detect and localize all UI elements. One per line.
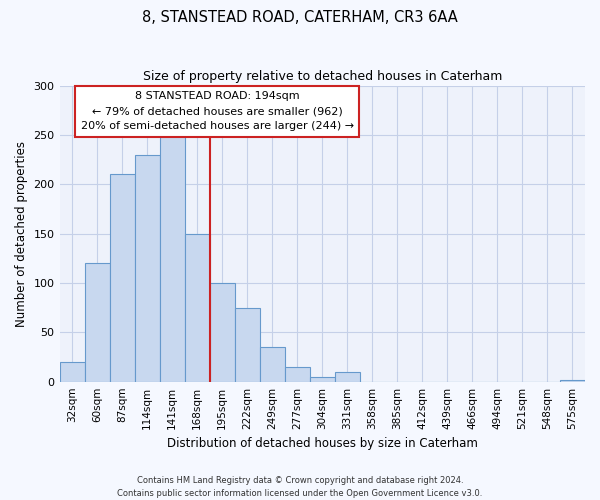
X-axis label: Distribution of detached houses by size in Caterham: Distribution of detached houses by size … (167, 437, 478, 450)
Bar (185, 234, 209, 382)
Bar (59, 362, 85, 382)
Bar (285, 367, 310, 382)
Bar (235, 308, 260, 382)
Text: 8 STANSTEAD ROAD: 194sqm
← 79% of detached houses are smaller (962)
20% of semi-: 8 STANSTEAD ROAD: 194sqm ← 79% of detach… (80, 92, 354, 131)
Bar (134, 154, 160, 382)
Text: Contains HM Land Registry data © Crown copyright and database right 2024.
Contai: Contains HM Land Registry data © Crown c… (118, 476, 482, 498)
Bar (335, 372, 360, 382)
Bar (310, 376, 335, 382)
Bar (110, 174, 134, 382)
Title: Size of property relative to detached houses in Caterham: Size of property relative to detached ho… (143, 70, 502, 83)
Bar (260, 347, 285, 382)
Text: 8, STANSTEAD ROAD, CATERHAM, CR3 6AA: 8, STANSTEAD ROAD, CATERHAM, CR3 6AA (142, 10, 458, 25)
Bar (209, 283, 235, 382)
Bar (160, 135, 185, 382)
Y-axis label: Number of detached properties: Number of detached properties (15, 140, 28, 326)
Bar (85, 263, 110, 382)
Bar (560, 380, 585, 382)
